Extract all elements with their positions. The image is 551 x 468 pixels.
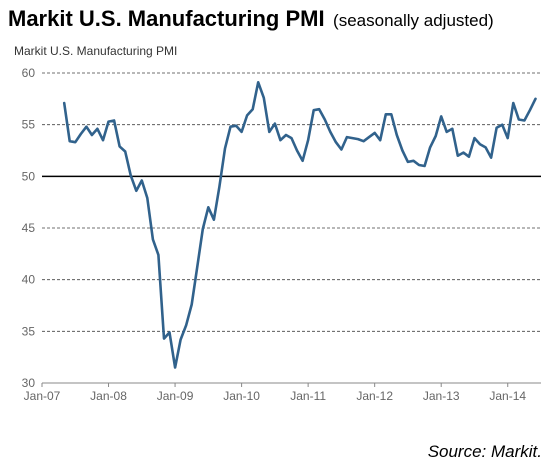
- series: [62, 81, 537, 369]
- source-note: Source: Markit.: [427, 442, 542, 461]
- line-chart: Markit U.S. Manufacturing PMI 30 35 40 45 50…: [14, 44, 541, 403]
- x-tick-label: Jan-09: [157, 389, 194, 403]
- y-tick-label: 30: [22, 376, 36, 390]
- x-tick-label: Jan-13: [423, 389, 460, 403]
- y-tick-label: 45: [22, 221, 36, 235]
- x-tick-label: Jan-11: [290, 389, 326, 403]
- chart-title-main: Markit U.S. Manufacturing PMI: [8, 6, 325, 31]
- y-tick-label: 60: [22, 66, 36, 80]
- axes: 30 35 40 45 50 55 60 Jan-07 Jan-08 Jan-09 Jan-10 Ja…: [22, 66, 541, 403]
- pmi-series-line: [62, 81, 537, 369]
- x-tick-label: Jan-10: [223, 389, 260, 403]
- y-tick-label: 35: [22, 324, 36, 338]
- x-tick-label: Jan-14: [489, 389, 526, 403]
- plot-label: Markit U.S. Manufacturing PMI: [14, 44, 177, 58]
- x-tick-label: Jan-08: [90, 389, 127, 403]
- y-tick-label: 55: [22, 118, 36, 132]
- x-tick-label: Jan-07: [24, 389, 61, 403]
- chart-title-subtitle: (seasonally adjusted): [333, 11, 494, 30]
- gridlines: [42, 72, 541, 332]
- x-tick-label: Jan-12: [356, 389, 393, 403]
- chart-title: Markit U.S. Manufacturing PMI (seasonall…: [8, 6, 494, 32]
- y-tick-label: 50: [22, 169, 36, 183]
- y-tick-label: 40: [22, 273, 36, 287]
